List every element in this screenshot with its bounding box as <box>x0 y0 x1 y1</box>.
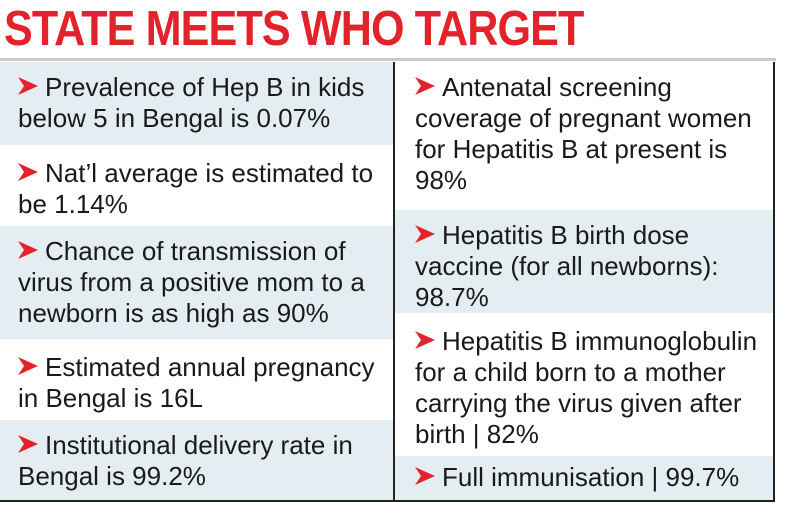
fact-text: Institutional delivery rate in Bengal is… <box>18 430 353 491</box>
fact-text: Chance of transmission of virus from a p… <box>18 236 365 328</box>
column-divider <box>393 62 395 500</box>
arrow-bullet-icon <box>18 435 38 453</box>
fact-item: Hepatitis B birth dose vaccine (for all … <box>395 210 773 316</box>
fact-text: Nat’l average is estimated to be 1.14% <box>18 158 374 219</box>
fact-item: Antenatal screening coverage of pregnant… <box>395 62 773 210</box>
fact-text: Estimated annual pregnancy in Bengal is … <box>18 352 375 413</box>
fact-item: Chance of transmission of virus from a p… <box>0 226 393 342</box>
arrow-bullet-icon <box>18 163 38 181</box>
fact-item: Estimated annual pregnancy in Bengal is … <box>0 342 393 420</box>
left-column: Prevalence of Hep B in kids below 5 in B… <box>0 62 393 500</box>
fact-item: Institutional delivery rate in Bengal is… <box>0 420 393 500</box>
headline: STATE MEETS WHO TARGET <box>4 2 584 56</box>
arrow-bullet-icon <box>18 77 38 95</box>
fact-item: Hepatitis B immunoglobulin for a child b… <box>395 316 773 456</box>
facts-panel: Prevalence of Hep B in kids below 5 in B… <box>0 62 775 502</box>
fact-item: Prevalence of Hep B in kids below 5 in B… <box>0 62 393 148</box>
fact-text: Antenatal screening coverage of pregnant… <box>415 72 752 195</box>
fact-text: Prevalence of Hep B in kids below 5 in B… <box>18 72 365 133</box>
arrow-bullet-icon <box>415 225 435 243</box>
arrow-bullet-icon <box>18 357 38 375</box>
fact-text: Hepatitis B birth dose vaccine (for all … <box>415 220 719 312</box>
fact-item: Nat’l average is estimated to be 1.14% <box>0 148 393 226</box>
fact-text: Full immunisation | 99.7% <box>442 462 740 492</box>
arrow-bullet-icon <box>415 77 435 95</box>
fact-text: Hepatitis B immunoglobulin for a child b… <box>415 326 758 449</box>
arrow-bullet-icon <box>415 467 435 485</box>
fact-item: Full immunisation | 99.7% <box>395 456 773 500</box>
arrow-bullet-icon <box>415 331 435 349</box>
right-column: Antenatal screening coverage of pregnant… <box>395 62 773 500</box>
headline-rule <box>0 58 776 61</box>
arrow-bullet-icon <box>18 241 38 259</box>
